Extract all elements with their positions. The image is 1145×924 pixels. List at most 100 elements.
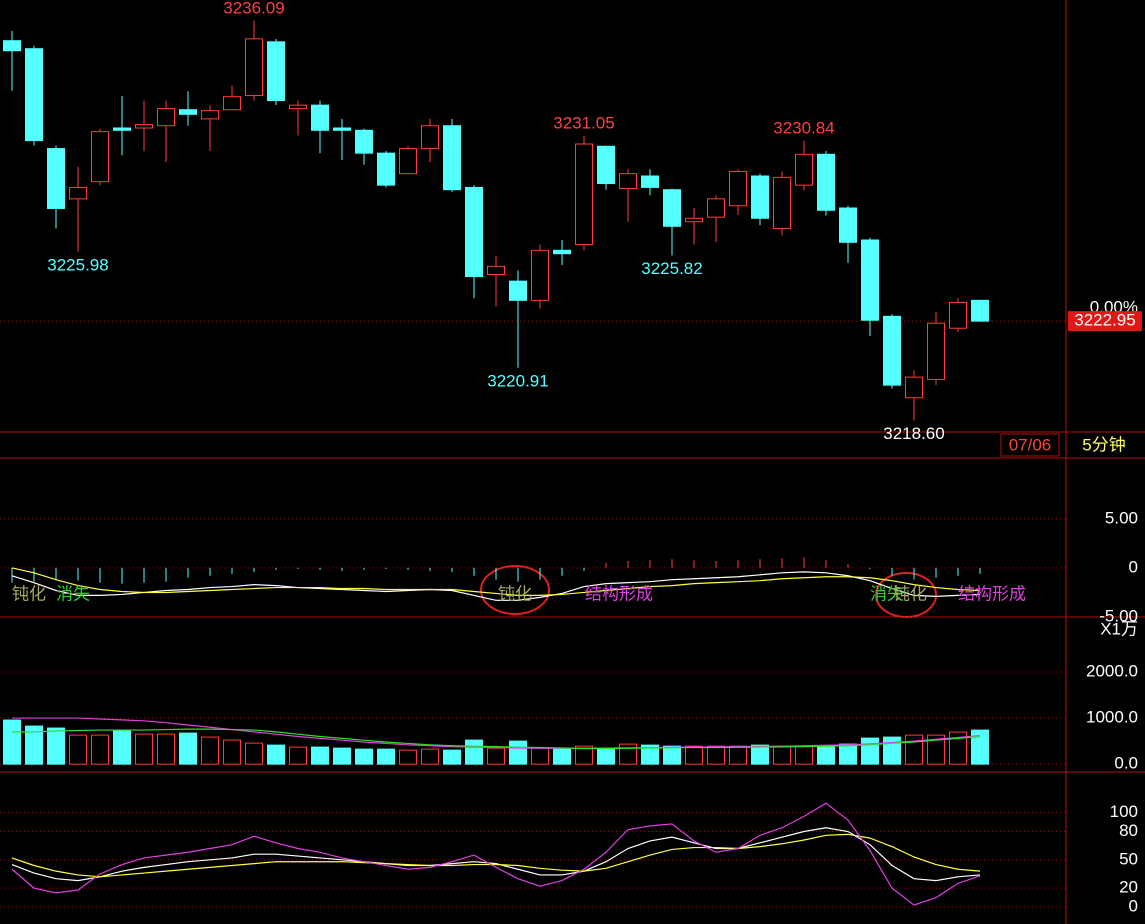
candle-body	[575, 143, 593, 246]
candle-body	[839, 207, 857, 243]
candle-body	[531, 249, 549, 301]
highlight-circle	[480, 565, 550, 615]
last-price-label: 3222.95	[1074, 311, 1135, 330]
candle-body	[443, 125, 461, 191]
candle-body	[883, 315, 901, 386]
volume-bar	[707, 745, 725, 765]
candle-body	[817, 153, 835, 211]
candle-body	[179, 109, 197, 115]
highlight-circle	[875, 572, 937, 618]
volume-bar	[619, 743, 637, 765]
volume-bar	[795, 745, 813, 765]
volume-bar	[905, 734, 923, 765]
candle-body	[377, 152, 395, 186]
volume-bar	[575, 745, 593, 765]
candle-body	[25, 48, 43, 142]
volume-bar	[69, 734, 87, 765]
volume-bar	[839, 743, 857, 765]
volume-bar	[113, 729, 131, 765]
volume-bar	[47, 727, 65, 765]
volume-bar	[377, 748, 395, 765]
candle-body	[619, 173, 637, 190]
volume-bar	[553, 747, 571, 765]
candle-body	[355, 129, 373, 154]
candle-body	[905, 376, 923, 399]
signal-annotation: 结构形成	[958, 584, 1026, 603]
volume-bar	[135, 733, 153, 765]
candle-body	[641, 175, 659, 188]
volume-bar	[157, 733, 175, 765]
extreme-label: 3230.84	[773, 118, 834, 137]
y-tick-label: 0	[1129, 557, 1138, 576]
volume-bar	[817, 745, 835, 765]
candle-body	[509, 280, 527, 301]
volume-bar	[685, 745, 703, 765]
volume-bar	[311, 746, 329, 765]
volume-bar	[883, 736, 901, 765]
y-tick-label: 100	[1110, 802, 1138, 821]
y-tick-label: 0.0	[1114, 754, 1138, 773]
candle-body	[927, 322, 945, 380]
candle-body	[949, 301, 967, 329]
volume-bar	[421, 748, 439, 765]
volume-bar	[641, 744, 659, 765]
candle-body	[971, 299, 989, 322]
candle-body	[69, 186, 87, 200]
candle-body	[861, 239, 879, 321]
signal-annotation: 消失	[56, 584, 90, 603]
volume-bar	[971, 729, 989, 765]
extreme-label: 3236.09	[223, 0, 284, 17]
volume-bar	[861, 737, 879, 765]
volume-bar	[179, 732, 197, 765]
volume-bar	[25, 725, 43, 765]
macd-line	[11, 567, 981, 597]
volume-bar	[91, 734, 109, 765]
candle-body	[157, 108, 175, 127]
candle-body	[135, 124, 153, 129]
candle-body	[421, 125, 439, 150]
candle-body	[663, 189, 681, 227]
y-tick-label: -5.00	[1099, 606, 1138, 625]
period-label: 5分钟	[1082, 435, 1125, 454]
volume-bar	[663, 745, 681, 765]
volume-bar	[927, 734, 945, 765]
y-tick-label: 2000.0	[1086, 661, 1138, 680]
candle-body	[795, 153, 813, 186]
candle-body	[201, 110, 219, 120]
volume-bar	[949, 731, 967, 765]
y-tick-label: 1000.0	[1086, 708, 1138, 727]
volume-bar	[443, 749, 461, 765]
candle-body	[399, 148, 417, 175]
volume-unit: X1万	[1100, 619, 1138, 638]
candle-body	[223, 96, 241, 111]
volume-bar	[509, 740, 527, 765]
volume-bar	[333, 747, 351, 765]
candle-body	[3, 40, 21, 52]
kdj-line	[11, 802, 981, 906]
price-box	[1068, 311, 1142, 332]
volume-bar	[465, 739, 483, 765]
candle-body	[465, 186, 483, 278]
volume-bar	[3, 719, 21, 765]
y-tick-label: 50	[1119, 849, 1138, 868]
y-tick-label: 20	[1119, 878, 1138, 897]
y-tick-label: 5.00	[1105, 508, 1138, 527]
volume-bar	[729, 745, 747, 765]
candle-body	[113, 127, 131, 131]
candle-body	[267, 41, 285, 102]
extreme-label: 3218.60	[883, 424, 944, 443]
volume-bar	[597, 747, 615, 765]
extreme-label: 3225.98	[47, 255, 108, 274]
volume-bar	[267, 744, 285, 765]
volume-bar	[289, 746, 307, 765]
volume-ma-line	[12, 728, 981, 750]
volume-bar	[201, 736, 219, 765]
volume-bar	[751, 744, 769, 765]
candle-body	[487, 265, 505, 276]
candle-body	[773, 176, 791, 230]
signal-annotation: 钝化	[893, 584, 927, 603]
extreme-label: 3231.05	[553, 113, 614, 132]
candle-body	[245, 38, 263, 97]
y-tick-label: 80	[1119, 821, 1138, 840]
